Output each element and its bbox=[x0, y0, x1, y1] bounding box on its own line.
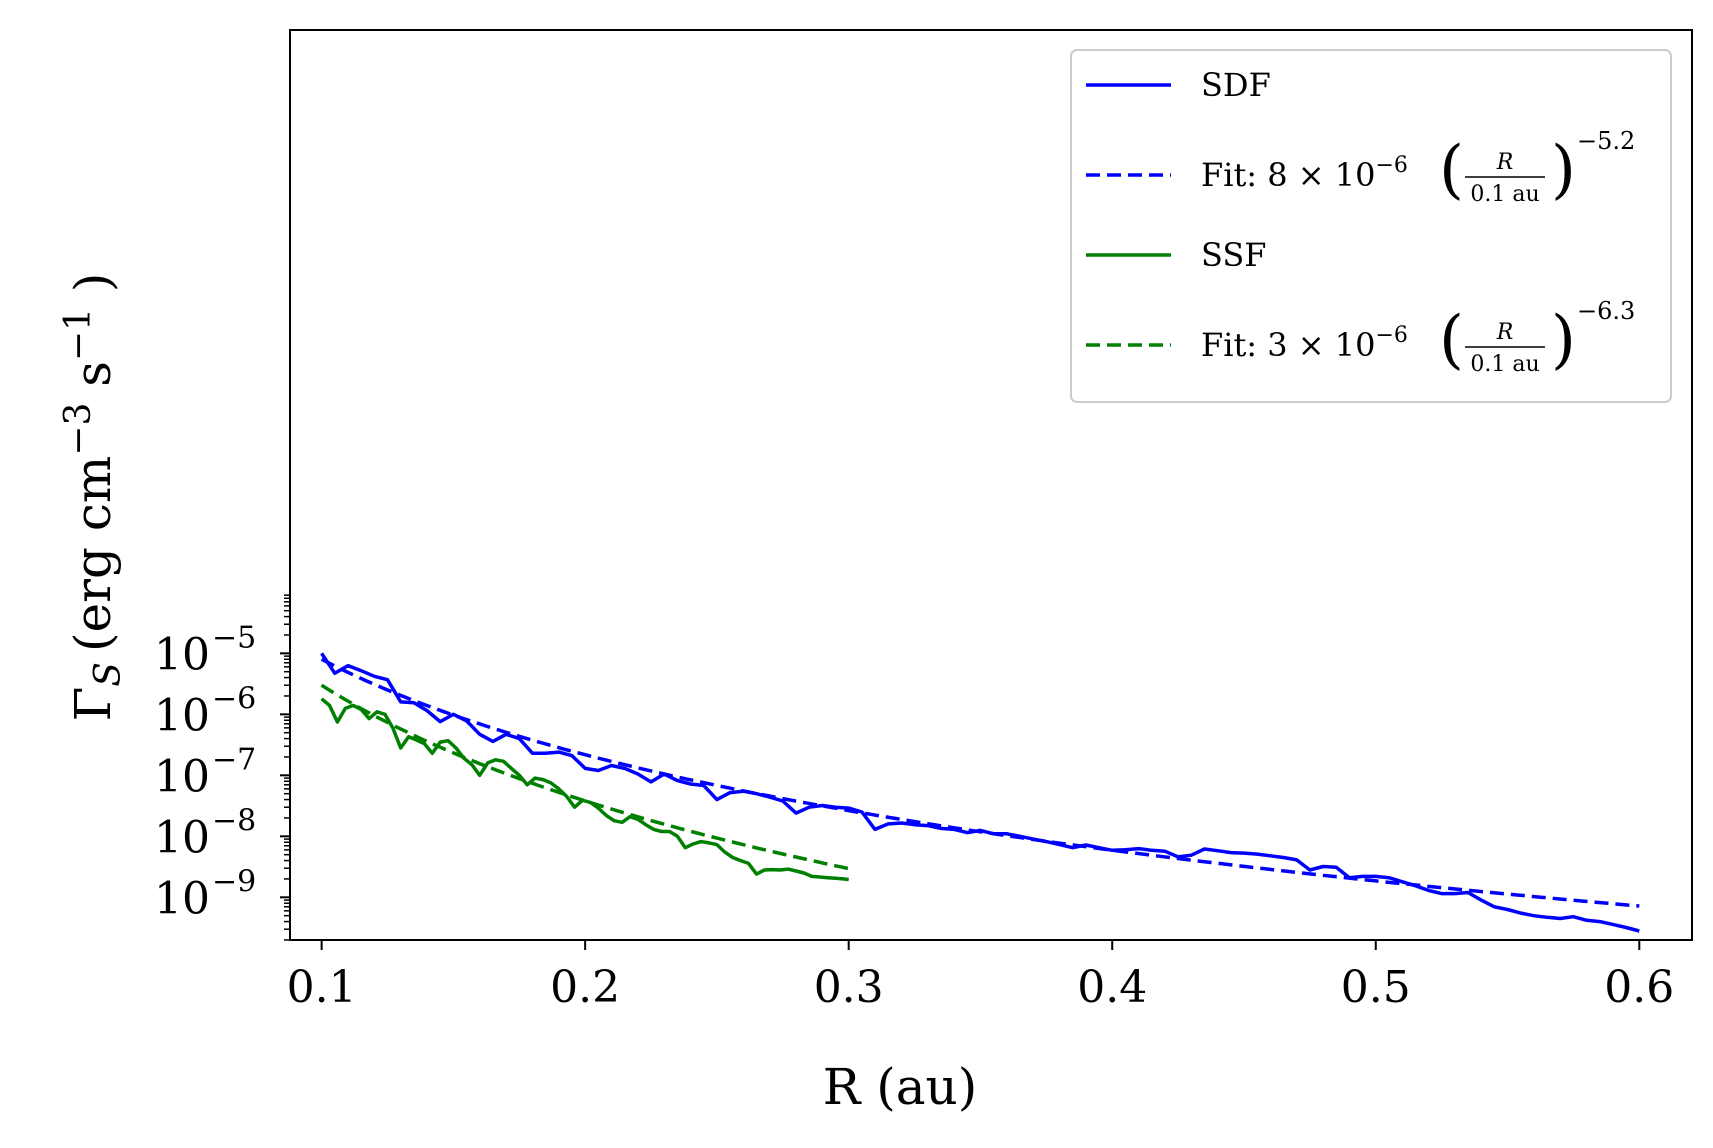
legend-paren-right: ) bbox=[1551, 133, 1576, 207]
y-label-subscript: S bbox=[88, 662, 129, 687]
y-tick-exponent: −7 bbox=[212, 742, 256, 777]
y-tick-label: 10 bbox=[154, 812, 210, 863]
y-tick-exponent: −5 bbox=[212, 620, 256, 655]
y-tick-label: 10 bbox=[154, 873, 210, 924]
y-tick-label: 10 bbox=[154, 690, 210, 741]
y-label-exp1: −3 bbox=[58, 403, 99, 456]
axes-layer: 0.1 0.2 0.3 0.4 0.5 0.610−510−610−710−810−9 bbox=[154, 29, 1693, 1013]
legend-box bbox=[1070, 49, 1672, 403]
series-line-fit-1 bbox=[320, 657, 1640, 908]
x-tick-label: 0.1 bbox=[287, 962, 357, 1013]
y-label-units: (erg cm bbox=[64, 456, 122, 652]
y-label-close: ) bbox=[64, 273, 122, 308]
y-tick-label: 10 bbox=[154, 629, 210, 680]
y-tick-exponent: −9 bbox=[212, 864, 256, 899]
x-tick-label: 0.5 bbox=[1341, 962, 1411, 1013]
y-tick-exponent: −6 bbox=[212, 681, 256, 716]
legend-label-0: SDF bbox=[1201, 66, 1271, 104]
y-label-symbol: Γ bbox=[64, 687, 122, 722]
legend-paren-left: ( bbox=[1439, 133, 1464, 207]
y-label-mid: s bbox=[64, 361, 122, 403]
legend-power: −5.2 bbox=[1577, 127, 1635, 155]
legend-frac-den: 0.1 au bbox=[1470, 352, 1539, 377]
legend-label-1: Fit: 8 × 10−6 bbox=[1201, 153, 1408, 194]
y-tick-exponent: −8 bbox=[212, 803, 256, 838]
plot-frame bbox=[289, 29, 1693, 941]
legend-label-3: Fit: 3 × 10−6 bbox=[1201, 323, 1408, 364]
x-tick-label: 0.6 bbox=[1604, 962, 1674, 1013]
y-label-exp2: −1 bbox=[58, 308, 99, 361]
plot-layer bbox=[320, 652, 1640, 933]
legend-power: −6.3 bbox=[1577, 297, 1635, 325]
series-group bbox=[320, 652, 1640, 933]
legend-frac-den: 0.1 au bbox=[1470, 182, 1539, 207]
legend-paren-right: ) bbox=[1551, 303, 1576, 377]
y-axis-label: ΓS (erg cm−3 s−1 ) bbox=[58, 273, 129, 722]
y-tick-label: 10 bbox=[154, 751, 210, 802]
x-tick-label: 0.2 bbox=[550, 962, 620, 1013]
legend-frac-num: R bbox=[1496, 320, 1514, 345]
series-line-fit-3 bbox=[320, 683, 850, 871]
x-tick-label: 0.4 bbox=[1077, 962, 1147, 1013]
legend-frac-num: R bbox=[1496, 150, 1514, 175]
series-line-2 bbox=[320, 697, 849, 882]
x-axis-label: R (au) bbox=[823, 1058, 978, 1116]
legend-label-2: SSF bbox=[1201, 236, 1266, 274]
legend-paren-left: ( bbox=[1439, 303, 1464, 377]
svg-text:ΓS(erg cm−3 s−1 ): ΓS (erg cm−3 s−1 ) bbox=[58, 273, 129, 722]
x-tick-label: 0.3 bbox=[814, 962, 884, 1013]
